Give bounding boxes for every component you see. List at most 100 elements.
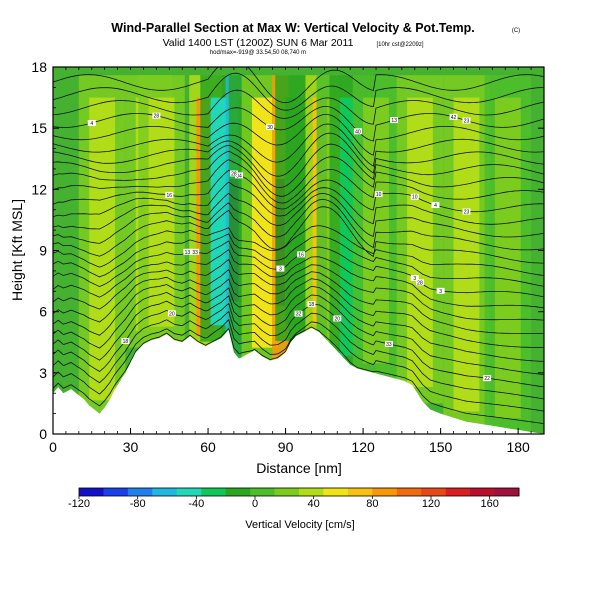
colorbar-swatch — [421, 488, 447, 496]
colorbar-tick-label: 160 — [480, 498, 498, 510]
contour-label-bg — [191, 248, 200, 255]
theta-contour-line — [53, 181, 544, 225]
contour-label-bg — [307, 301, 316, 308]
velocity-column — [89, 97, 116, 401]
x-axis-label: Distance [nm] — [256, 460, 342, 476]
contour-label: 20 — [169, 311, 175, 317]
contour-label: 10 — [412, 195, 418, 201]
contour-label-bg — [449, 113, 458, 120]
colorbar-tick-label: -40 — [188, 498, 204, 510]
theta-contour-line — [53, 268, 544, 334]
x-tick-label: 0 — [49, 439, 57, 455]
theta-contour-line — [53, 225, 544, 276]
chart-subtitle-suffix: [10hr cst@2209z] — [376, 42, 423, 48]
contour-label-bg — [165, 191, 174, 198]
colorbar-swatch — [274, 488, 300, 496]
contour-label: 42 — [451, 115, 457, 121]
contour-label: 32 — [296, 312, 302, 318]
colorbar-swatch — [494, 488, 520, 496]
contour-label-bg — [436, 287, 445, 294]
contour-label: 10 — [376, 192, 382, 198]
theta-contour-line — [53, 150, 544, 197]
contour-label: 30 — [267, 125, 273, 131]
colorbar-swatch — [225, 488, 251, 496]
x-tick-label: 180 — [506, 439, 530, 455]
x-tick-label: 90 — [278, 439, 294, 455]
contour-label-bg — [167, 310, 176, 317]
theta-contour-line — [53, 249, 544, 309]
theta-contour-line — [53, 159, 544, 204]
y-tick-label: 9 — [39, 243, 47, 259]
colorbar-swatch — [152, 488, 178, 496]
contour-label-bg — [294, 310, 303, 317]
theta-contour-line — [53, 192, 544, 238]
theta-contour-line — [53, 278, 544, 348]
x-axis: 0 30 60 90 120 150 180 — [49, 67, 545, 455]
theta-contour-line — [53, 319, 544, 412]
theta-contour-line — [53, 310, 544, 400]
colorbar-swatch — [445, 488, 471, 496]
contour-label: 23 — [464, 210, 470, 216]
contour-label-bg — [183, 248, 192, 255]
theta-contour-line — [53, 285, 544, 362]
contour-label: 28 — [231, 171, 237, 177]
colorbar-tick-label: -120 — [68, 498, 90, 510]
velocity-column — [407, 97, 433, 388]
velocity-column — [453, 97, 480, 412]
colorbar-swatch — [470, 488, 496, 496]
contour-label: 13 — [391, 118, 397, 124]
y-tick-label: 18 — [31, 59, 47, 75]
contour-label: 16 — [298, 252, 304, 258]
terrain-mask — [53, 328, 544, 434]
contour-label-bg — [415, 279, 424, 286]
contour-label-bg — [229, 170, 238, 177]
theta-contour-line — [53, 123, 544, 167]
contour-label-bg — [410, 274, 419, 281]
theta-contour-line — [53, 132, 544, 177]
theta-contour-line — [53, 206, 544, 264]
contour-label-bg — [276, 265, 285, 272]
y-axis-label: Height [Kft MSL] — [9, 199, 25, 301]
colorbar-tick-label: -80 — [130, 498, 146, 510]
contour-label-bg — [353, 128, 362, 135]
chart-info-line: hod/max=-919@ 33.54,50 08,740 m — [210, 50, 306, 56]
theta-contour-line — [53, 199, 544, 251]
theta-contour-line — [53, 106, 544, 142]
contour-label: 4 — [90, 121, 93, 127]
theta-contour-line — [53, 326, 544, 424]
theta-contour-line — [53, 72, 544, 111]
contour-label: 18 — [123, 339, 129, 345]
contour-label: 13 — [185, 250, 191, 256]
y-tick-label: 3 — [39, 365, 47, 381]
theta-contour-line — [53, 169, 544, 213]
contour-label-bg — [297, 251, 306, 258]
contour-label: 28 — [417, 280, 423, 286]
contour-label: 33 — [386, 342, 392, 348]
contour-label-bg — [266, 123, 275, 130]
velocity-column — [494, 97, 521, 419]
colorbar-swatch — [127, 488, 153, 496]
contour-label: 3 — [413, 276, 416, 282]
theta-contour-labels: 1813162820333430323284033342322310422016… — [87, 112, 492, 382]
colorbar-swatch — [299, 488, 324, 496]
contour-label: 23 — [464, 119, 470, 125]
contour-label-bg — [384, 340, 393, 347]
y-tick-label: 6 — [39, 304, 47, 320]
velocity-column — [148, 97, 175, 327]
contour-label-bg — [374, 191, 383, 198]
contour-label-bg — [410, 193, 419, 200]
theta-contour-line — [53, 258, 544, 321]
y-tick-label: 12 — [31, 181, 47, 197]
contour-label: 4 — [434, 203, 437, 209]
contour-label: 18 — [309, 302, 315, 308]
contour-label-bg — [483, 375, 492, 382]
colorbar-swatch — [396, 488, 422, 496]
contour-label-bg — [462, 117, 471, 124]
contour-label: 33 — [192, 250, 198, 256]
colorbar-frame — [78, 487, 520, 497]
colorbar-tick-label: 0 — [252, 498, 258, 510]
x-tick-label: 120 — [351, 439, 375, 455]
contour-label-bg — [390, 117, 399, 124]
contour-label-bg — [235, 172, 244, 179]
